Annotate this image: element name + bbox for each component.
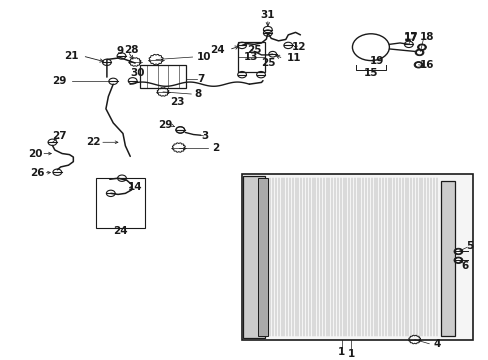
Text: 14: 14: [127, 183, 142, 192]
Text: 19: 19: [369, 55, 384, 66]
Text: 9: 9: [117, 46, 123, 57]
Text: 31: 31: [260, 10, 275, 20]
Text: 17: 17: [403, 33, 418, 43]
Text: 6: 6: [460, 261, 468, 271]
Text: 3: 3: [201, 131, 208, 141]
Text: 21: 21: [64, 51, 79, 61]
Text: 7: 7: [197, 73, 204, 84]
Text: 13: 13: [244, 52, 258, 62]
Text: 28: 28: [123, 45, 138, 55]
Bar: [441, 181, 454, 336]
Text: 1: 1: [337, 347, 345, 357]
Circle shape: [455, 258, 460, 262]
Bar: [243, 176, 264, 338]
Bar: [96, 178, 144, 228]
Circle shape: [413, 62, 422, 68]
Text: 25: 25: [246, 45, 261, 55]
Text: 16: 16: [419, 60, 433, 71]
Circle shape: [419, 45, 424, 49]
Text: 30: 30: [130, 68, 144, 78]
Bar: [258, 177, 267, 336]
Bar: [140, 65, 186, 88]
Text: 15: 15: [363, 68, 377, 78]
Text: 12: 12: [292, 42, 306, 52]
Text: 22: 22: [86, 137, 101, 147]
Circle shape: [417, 44, 426, 50]
Circle shape: [453, 248, 462, 255]
Text: 23: 23: [170, 97, 184, 107]
Text: 29: 29: [52, 76, 66, 86]
Text: 24: 24: [210, 45, 224, 55]
Text: 8: 8: [194, 89, 201, 99]
Text: 25: 25: [261, 58, 276, 68]
Text: 29: 29: [158, 120, 173, 130]
Circle shape: [415, 63, 420, 67]
Circle shape: [416, 50, 421, 54]
Text: 26: 26: [31, 168, 45, 178]
Circle shape: [414, 49, 423, 56]
Text: 17: 17: [403, 32, 418, 42]
Text: 1: 1: [347, 348, 354, 359]
Text: 10: 10: [196, 52, 210, 62]
Text: 20: 20: [28, 149, 42, 158]
Text: 5: 5: [465, 241, 472, 251]
Circle shape: [453, 257, 462, 264]
Text: 11: 11: [287, 53, 301, 63]
Text: 2: 2: [211, 143, 219, 153]
Text: 18: 18: [419, 32, 433, 42]
Circle shape: [455, 249, 460, 253]
Bar: [238, 42, 264, 72]
Text: 27: 27: [52, 131, 67, 141]
Text: 4: 4: [432, 339, 440, 349]
Text: 24: 24: [113, 226, 127, 236]
Bar: [242, 174, 472, 339]
